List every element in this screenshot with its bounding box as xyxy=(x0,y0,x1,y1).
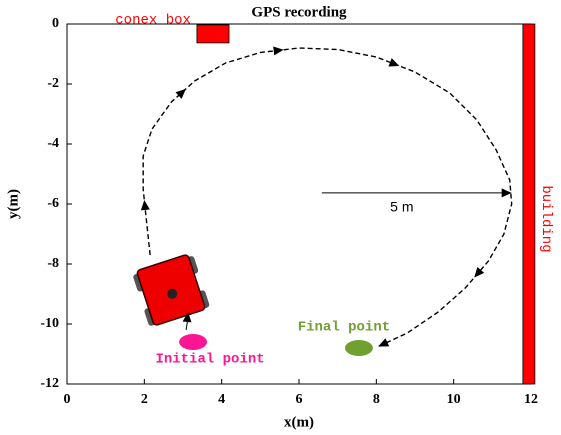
building xyxy=(523,24,535,384)
y-tick-label: -4 xyxy=(47,136,59,151)
final-point-label: Final point xyxy=(298,320,390,336)
x-tick-label: 4 xyxy=(218,392,225,407)
x-tick-label: 2 xyxy=(141,392,148,407)
y-tick-label: -10 xyxy=(40,316,59,331)
building-label: building xyxy=(538,185,554,252)
y-tick-label: -6 xyxy=(47,196,59,211)
y-tick-label: -8 xyxy=(47,256,59,271)
radius-label: 5 m xyxy=(390,199,413,215)
final-point xyxy=(345,340,373,356)
conex-box-label: conex box xyxy=(115,13,191,29)
conex-box xyxy=(197,25,229,43)
x-axis-label: x(m) xyxy=(284,414,314,430)
x-tick-label: 6 xyxy=(296,392,303,407)
initial-point-label: Initial point xyxy=(155,352,264,368)
initial-point xyxy=(179,334,207,350)
chart: GPS recording x(m) y(m) 0 2 4 6 8 10 12 -12 -10 -… xyxy=(0,0,561,435)
x-tick-label: 12 xyxy=(524,392,538,407)
y-axis-label: y(m) xyxy=(5,189,21,219)
x-tick-label: 8 xyxy=(373,392,380,407)
x-tick-label: 10 xyxy=(447,392,461,407)
x-tick-label: 0 xyxy=(64,392,71,407)
y-tick-label: 0 xyxy=(52,16,59,31)
chart-title: GPS recording xyxy=(251,4,347,20)
y-tick-label: -12 xyxy=(40,376,59,391)
y-tick-label: -2 xyxy=(47,76,59,91)
